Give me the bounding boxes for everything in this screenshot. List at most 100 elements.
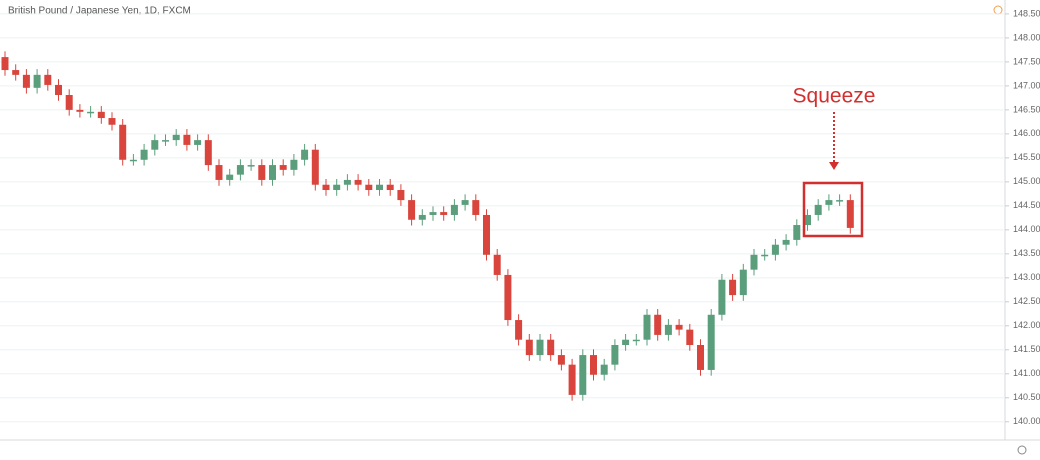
annotation-text: Squeeze (793, 85, 876, 108)
candle-body (536, 339, 544, 356)
candle-body (472, 200, 480, 215)
candle-body (215, 165, 223, 180)
y-tick-label: 143.500 (1013, 248, 1040, 258)
candle-body (343, 179, 351, 185)
y-tick-label: 145.500 (1013, 152, 1040, 162)
candle-body (440, 212, 448, 215)
y-tick-label: 142.500 (1013, 296, 1040, 306)
y-tick-label: 146.000 (1013, 128, 1040, 138)
candle-body (557, 355, 565, 365)
candle-body (622, 339, 630, 345)
candle-body (654, 314, 662, 335)
candle-body (729, 279, 737, 296)
annotation-group: Squeeze (793, 85, 876, 238)
candle-body (739, 269, 747, 296)
candle-body (354, 179, 362, 185)
candle-body (119, 124, 127, 160)
candle-body (450, 204, 458, 215)
candle-body (814, 204, 822, 215)
candle-body (365, 184, 373, 191)
candle-body (1, 57, 9, 71)
candle-body (151, 140, 159, 150)
candle-body (386, 184, 394, 191)
candle-body (643, 314, 651, 340)
candle-body (44, 74, 52, 85)
candle-body (376, 184, 383, 191)
y-tick-label: 142.000 (1013, 320, 1040, 330)
candle-body (87, 111, 95, 114)
candle-body (525, 339, 533, 356)
candle-body (568, 364, 576, 395)
candle-body (846, 200, 854, 228)
candle-body (804, 214, 811, 226)
candle-body (408, 200, 416, 220)
candle-body (600, 364, 608, 375)
candle-body (290, 159, 298, 170)
candle-body (611, 344, 619, 365)
candle-body (172, 134, 180, 141)
candle-body (483, 214, 490, 255)
y-tick-label: 143.000 (1013, 272, 1040, 282)
candle-body (504, 274, 512, 321)
candle-body (590, 355, 597, 375)
candle-body (429, 212, 437, 215)
candle-body (461, 200, 469, 205)
y-tick-label: 144.500 (1013, 200, 1040, 210)
y-tick-label: 140.500 (1013, 392, 1040, 402)
candle-body (718, 279, 726, 315)
candle-body (226, 174, 234, 180)
candle-body (55, 84, 62, 96)
candle-body (547, 339, 555, 356)
candle-body (515, 320, 523, 340)
y-tick-label: 146.500 (1013, 104, 1040, 114)
candle-body (632, 339, 640, 342)
candle-body (793, 225, 801, 240)
y-tick-label: 145.000 (1013, 176, 1040, 186)
candle-body (771, 244, 779, 255)
candle-body (279, 165, 287, 170)
y-tick-label: 140.000 (1013, 416, 1040, 426)
candle-body (301, 149, 309, 160)
candle-body (707, 314, 715, 370)
annotation-box (802, 181, 864, 238)
candle-body (65, 95, 73, 110)
candle-body (236, 165, 244, 175)
candle-body (12, 70, 20, 75)
candle-body (269, 165, 276, 180)
candle-body (22, 74, 30, 88)
chart-title: British Pound / Japanese Yen, 1D, FXCM (8, 6, 191, 17)
annotation-arrowhead (829, 162, 839, 170)
settings-icon[interactable] (1017, 445, 1027, 455)
candle-body (836, 200, 844, 202)
y-tick-label: 148.500 (1013, 8, 1040, 18)
candle-body (76, 109, 84, 112)
candle-body (579, 355, 587, 395)
candle-body (493, 254, 501, 275)
candle-body (418, 214, 426, 220)
candle-body (750, 254, 758, 270)
candle-body (322, 184, 330, 191)
candle-body (108, 118, 116, 125)
candle-body (782, 239, 790, 245)
candle-body (825, 200, 833, 205)
y-tick-label: 148.000 (1013, 32, 1040, 42)
y-tick-label: 147.500 (1013, 56, 1040, 66)
candle-body (129, 159, 137, 162)
y-tick-label: 141.000 (1013, 368, 1040, 378)
candle-body (33, 74, 41, 88)
candle-body (333, 184, 341, 191)
candle-body (162, 140, 169, 142)
y-tick-label: 141.500 (1013, 344, 1040, 354)
y-tick-label: 147.000 (1013, 80, 1040, 90)
candle-body (675, 324, 683, 330)
candle-body (686, 329, 694, 345)
candle-body (664, 324, 672, 335)
candle-body (761, 254, 769, 257)
candle-body (183, 134, 191, 145)
candle-body (697, 344, 704, 370)
y-tick-label: 144.000 (1013, 224, 1040, 234)
candle-body (258, 165, 266, 180)
candle-body (247, 165, 255, 167)
candle-body (97, 111, 105, 119)
